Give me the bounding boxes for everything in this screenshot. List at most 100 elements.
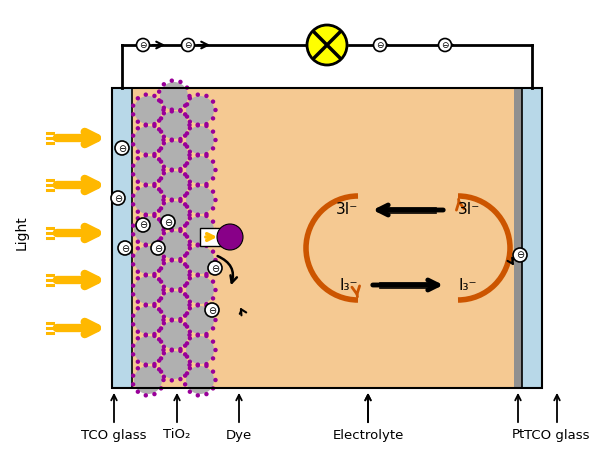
Circle shape (204, 184, 209, 188)
Circle shape (182, 38, 194, 51)
Circle shape (152, 242, 157, 246)
Circle shape (161, 82, 166, 87)
Circle shape (211, 279, 215, 284)
Circle shape (211, 356, 215, 360)
Text: ⊖: ⊖ (154, 244, 162, 253)
Circle shape (170, 137, 174, 142)
Circle shape (188, 246, 192, 251)
Circle shape (204, 392, 209, 396)
Circle shape (170, 348, 174, 352)
Circle shape (136, 126, 140, 131)
Circle shape (160, 171, 188, 199)
Circle shape (161, 195, 166, 199)
Circle shape (178, 377, 182, 382)
Circle shape (214, 138, 218, 142)
Circle shape (136, 246, 140, 251)
Circle shape (178, 197, 182, 202)
Circle shape (136, 209, 140, 214)
Circle shape (160, 321, 188, 349)
Circle shape (183, 373, 187, 378)
Circle shape (214, 108, 218, 112)
Circle shape (159, 219, 163, 224)
Circle shape (186, 216, 214, 244)
Circle shape (186, 246, 214, 274)
Circle shape (208, 261, 222, 275)
Circle shape (160, 291, 188, 319)
Circle shape (131, 202, 136, 207)
Circle shape (159, 356, 163, 360)
Circle shape (143, 153, 148, 157)
Circle shape (161, 261, 166, 266)
Circle shape (183, 292, 187, 297)
Circle shape (143, 153, 148, 158)
Circle shape (159, 339, 163, 344)
Circle shape (159, 130, 163, 134)
Circle shape (513, 248, 527, 262)
Circle shape (161, 284, 166, 289)
Circle shape (134, 246, 162, 274)
Circle shape (170, 228, 174, 233)
Circle shape (161, 231, 166, 235)
Text: ⊖: ⊖ (376, 41, 384, 50)
Text: ⊖: ⊖ (208, 305, 216, 316)
Circle shape (204, 212, 209, 216)
Circle shape (188, 149, 192, 154)
Circle shape (161, 164, 166, 169)
Circle shape (170, 168, 174, 173)
Bar (522, 88, 542, 388)
Circle shape (188, 300, 192, 304)
Circle shape (157, 157, 161, 162)
Circle shape (185, 251, 189, 256)
Circle shape (188, 329, 192, 334)
Circle shape (307, 25, 347, 65)
Circle shape (178, 347, 182, 351)
Circle shape (185, 294, 189, 299)
Text: TCO glass: TCO glass (81, 429, 147, 442)
Circle shape (160, 201, 188, 229)
Circle shape (204, 152, 209, 156)
Circle shape (131, 313, 136, 318)
Circle shape (214, 228, 218, 232)
Circle shape (186, 276, 214, 304)
Circle shape (204, 334, 209, 338)
Text: ⊖: ⊖ (211, 263, 219, 273)
Circle shape (170, 348, 174, 353)
Circle shape (185, 86, 189, 90)
Circle shape (143, 333, 148, 337)
Circle shape (187, 303, 192, 307)
Circle shape (131, 142, 136, 147)
Circle shape (188, 366, 192, 371)
Circle shape (143, 302, 148, 307)
Circle shape (136, 360, 140, 364)
Circle shape (161, 201, 166, 206)
Circle shape (161, 318, 166, 322)
Circle shape (178, 287, 182, 291)
Circle shape (187, 363, 192, 367)
Circle shape (152, 304, 157, 308)
Text: I₃⁻: I₃⁻ (458, 278, 476, 293)
Circle shape (161, 135, 166, 139)
Circle shape (185, 371, 189, 376)
Circle shape (160, 351, 188, 379)
Circle shape (186, 156, 214, 184)
Text: TCO glass: TCO glass (524, 429, 590, 442)
Text: ⊖: ⊖ (516, 251, 524, 261)
Circle shape (136, 366, 140, 371)
Circle shape (159, 176, 163, 180)
Circle shape (211, 296, 215, 300)
Circle shape (134, 336, 162, 364)
Circle shape (214, 258, 218, 262)
Circle shape (183, 284, 187, 288)
Circle shape (185, 234, 189, 239)
Circle shape (178, 80, 182, 84)
Circle shape (211, 339, 215, 344)
Circle shape (161, 348, 166, 352)
Circle shape (157, 247, 161, 251)
Circle shape (188, 96, 192, 100)
Circle shape (131, 253, 136, 258)
Circle shape (152, 302, 157, 306)
Circle shape (217, 224, 243, 250)
Circle shape (159, 296, 163, 300)
Circle shape (160, 141, 188, 169)
Circle shape (178, 199, 182, 203)
